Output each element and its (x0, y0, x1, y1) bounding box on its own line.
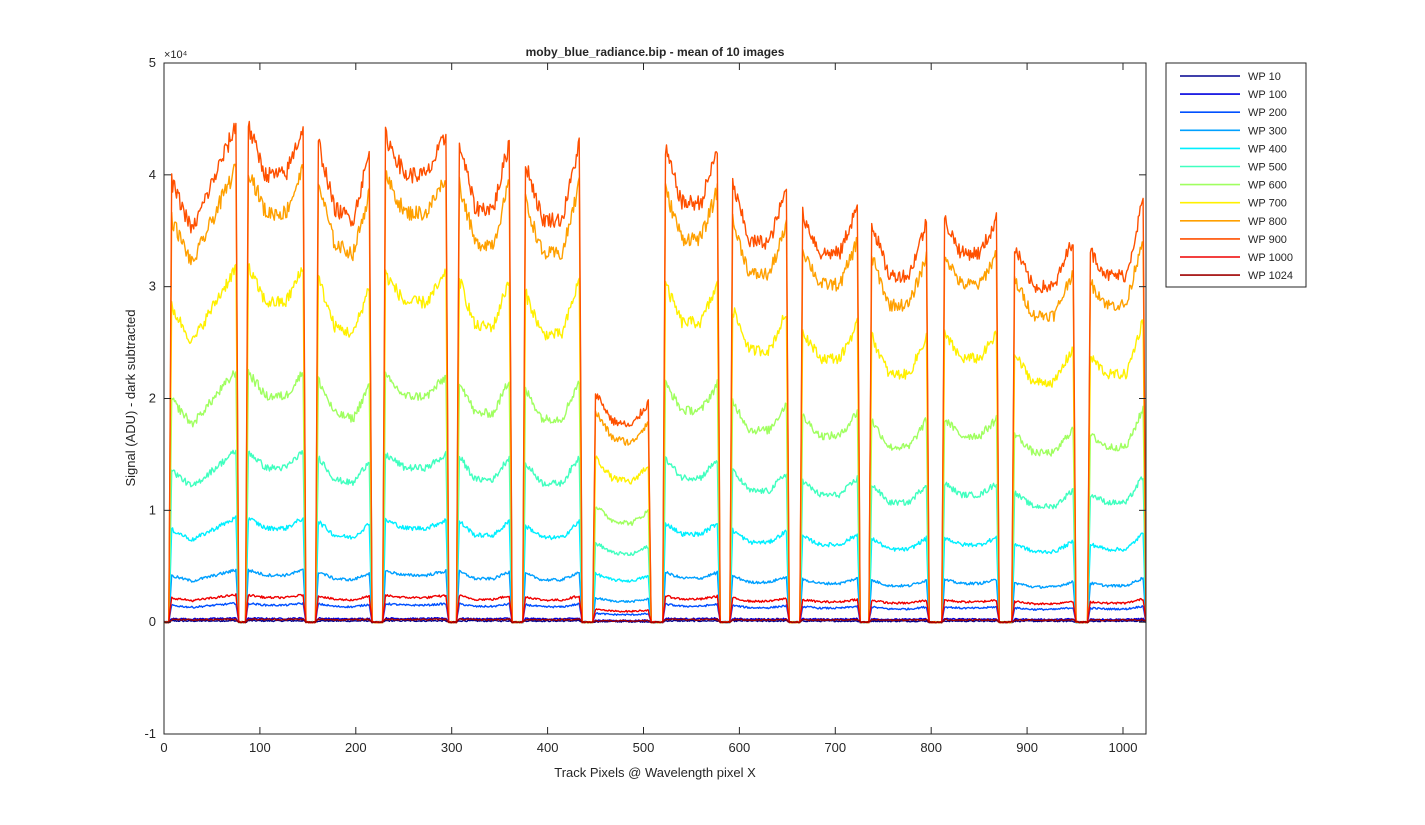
legend: WP 10 WP 100 WP 200 WP 300 WP 400 WP 500 WP 60… (1165, 62, 1307, 288)
y-tick-label: 2 (149, 391, 156, 406)
x-tick-label: 700 (824, 740, 846, 755)
y-tick-label: 0 (149, 614, 156, 629)
x-tick-label: 600 (729, 740, 751, 755)
x-tick-label: 500 (633, 740, 655, 755)
legend-label: WP 200 (1248, 107, 1287, 119)
y-axis-label: Signal (ADU) - dark subtracted (123, 309, 138, 486)
x-tick-label: 800 (920, 740, 942, 755)
plot-area (164, 63, 1146, 734)
y-tick-label: -1 (144, 726, 156, 741)
x-tick-label: 900 (1016, 740, 1038, 755)
y-tick-label: 3 (149, 279, 156, 294)
legend-label: WP 300 (1248, 125, 1287, 137)
y-tick-label: 4 (149, 167, 156, 182)
legend-label: WP 100 (1248, 89, 1287, 101)
x-tick-label: 400 (537, 740, 559, 755)
x-tick-label: 200 (345, 740, 367, 755)
legend-label: WP 500 (1248, 162, 1287, 174)
legend-label: WP 900 (1248, 234, 1287, 246)
legend-label: WP 400 (1248, 143, 1287, 155)
y-tick-label: 5 (149, 55, 156, 70)
x-axis-label: Track Pixels @ Wavelength pixel X (554, 765, 756, 780)
legend-box (1165, 62, 1307, 288)
legend-label: WP 10 (1248, 71, 1281, 83)
x-tick-label: 1000 (1109, 740, 1138, 755)
legend-label: WP 1000 (1248, 252, 1293, 264)
chart-title: moby_blue_radiance.bip - mean of 10 imag… (526, 45, 785, 59)
y-tick-label: 1 (149, 502, 156, 517)
legend-label: WP 800 (1248, 216, 1287, 228)
series-line-wp-1024 (164, 618, 1146, 624)
legend-label: WP 600 (1248, 180, 1287, 192)
x-tick-label: 100 (249, 740, 271, 755)
x-tick-label: 300 (441, 740, 463, 755)
legend-label: WP 1024 (1248, 270, 1293, 282)
y-axis-exponent: ×10⁴ (164, 49, 188, 61)
series-layer (164, 120, 1146, 624)
ticks-layer: 0 100 200 300 400 500 600 700 800 900 1000 -1 0 1 2 3 4 5 (144, 55, 1146, 755)
x-tick-label: 0 (160, 740, 167, 755)
legend-label: WP 700 (1248, 198, 1287, 210)
